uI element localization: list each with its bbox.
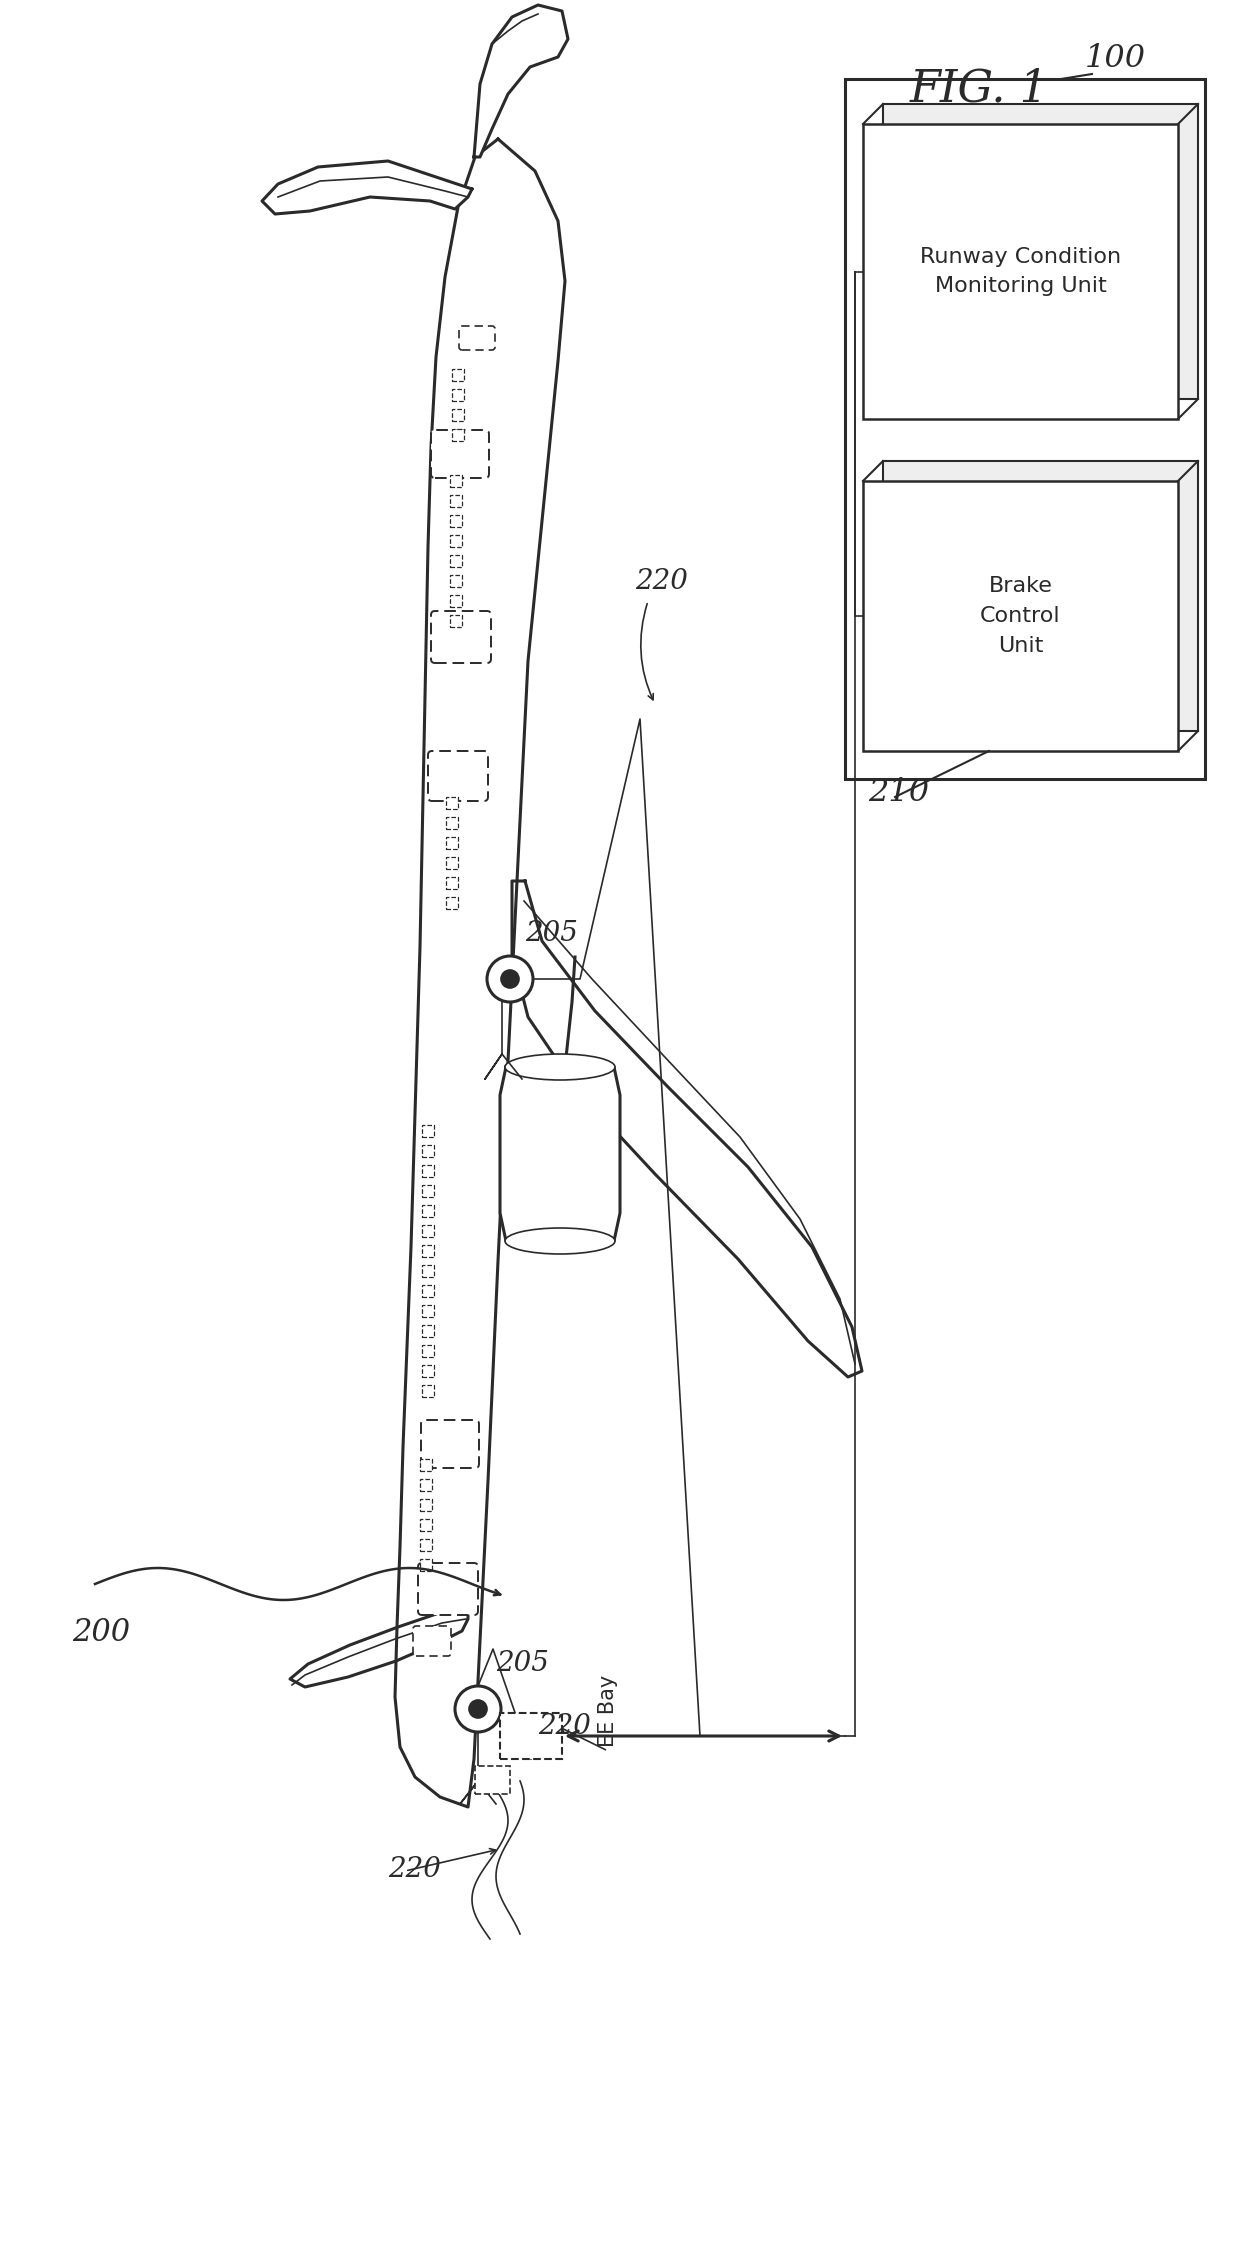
Bar bbox=[450, 556, 463, 567]
Polygon shape bbox=[396, 139, 565, 1806]
Bar bbox=[844, 79, 1205, 778]
Bar bbox=[446, 816, 458, 830]
Text: 220: 220 bbox=[538, 1714, 591, 1741]
Bar bbox=[420, 1518, 432, 1532]
Bar bbox=[450, 475, 463, 488]
FancyBboxPatch shape bbox=[432, 612, 491, 663]
Bar bbox=[422, 1325, 434, 1336]
FancyBboxPatch shape bbox=[459, 326, 495, 351]
Bar bbox=[422, 1226, 434, 1237]
Bar bbox=[420, 1538, 432, 1552]
Bar bbox=[422, 1284, 434, 1298]
Polygon shape bbox=[474, 4, 568, 157]
Polygon shape bbox=[262, 162, 472, 214]
Text: 210: 210 bbox=[868, 776, 929, 807]
Bar bbox=[450, 535, 463, 547]
Bar bbox=[500, 1714, 562, 1759]
Text: 205: 205 bbox=[496, 1651, 549, 1678]
Bar bbox=[422, 1365, 434, 1376]
Ellipse shape bbox=[505, 1055, 615, 1080]
Bar bbox=[883, 103, 1198, 398]
Bar bbox=[446, 857, 458, 868]
Bar bbox=[422, 1345, 434, 1356]
Ellipse shape bbox=[505, 1228, 615, 1255]
Text: 200: 200 bbox=[72, 1617, 130, 1649]
Bar bbox=[450, 614, 463, 627]
Text: 220: 220 bbox=[388, 1855, 441, 1882]
Bar bbox=[863, 481, 1178, 751]
FancyBboxPatch shape bbox=[413, 1626, 451, 1655]
Bar bbox=[453, 369, 464, 380]
Bar bbox=[446, 837, 458, 850]
Polygon shape bbox=[512, 882, 862, 1376]
FancyBboxPatch shape bbox=[422, 1419, 479, 1469]
Bar bbox=[420, 1480, 432, 1491]
Polygon shape bbox=[290, 1608, 467, 1687]
Bar bbox=[420, 1559, 432, 1572]
FancyBboxPatch shape bbox=[418, 1563, 477, 1615]
Text: Runway Condition
Monitoring Unit: Runway Condition Monitoring Unit bbox=[920, 247, 1121, 297]
Text: Brake
Control
Unit: Brake Control Unit bbox=[980, 576, 1060, 657]
Bar bbox=[883, 461, 1198, 731]
Circle shape bbox=[455, 1687, 501, 1732]
Bar bbox=[422, 1246, 434, 1257]
Bar bbox=[450, 596, 463, 607]
Text: 100: 100 bbox=[1085, 43, 1146, 74]
Bar bbox=[446, 897, 458, 909]
Bar bbox=[422, 1264, 434, 1277]
Bar bbox=[422, 1165, 434, 1176]
Bar bbox=[420, 1500, 432, 1511]
Bar bbox=[420, 1460, 432, 1471]
Bar bbox=[450, 515, 463, 526]
Bar bbox=[453, 389, 464, 400]
Bar bbox=[422, 1304, 434, 1318]
Bar bbox=[422, 1205, 434, 1217]
Polygon shape bbox=[500, 1066, 620, 1241]
Circle shape bbox=[487, 956, 533, 1003]
Text: EE Bay: EE Bay bbox=[598, 1676, 618, 1747]
Text: 220: 220 bbox=[635, 569, 688, 596]
Text: FIG. 1: FIG. 1 bbox=[910, 67, 1049, 110]
FancyBboxPatch shape bbox=[428, 751, 489, 801]
Circle shape bbox=[501, 969, 520, 987]
Bar bbox=[422, 1385, 434, 1397]
Bar bbox=[450, 495, 463, 506]
Bar bbox=[446, 877, 458, 888]
Bar bbox=[475, 1765, 510, 1795]
Bar bbox=[453, 409, 464, 421]
FancyBboxPatch shape bbox=[432, 430, 489, 479]
Bar bbox=[446, 796, 458, 810]
Bar bbox=[422, 1145, 434, 1156]
Bar bbox=[422, 1185, 434, 1196]
Bar bbox=[422, 1124, 434, 1138]
Text: 205: 205 bbox=[525, 920, 578, 947]
Circle shape bbox=[469, 1700, 487, 1718]
Bar bbox=[450, 576, 463, 587]
Bar bbox=[863, 124, 1178, 418]
Bar bbox=[453, 430, 464, 441]
